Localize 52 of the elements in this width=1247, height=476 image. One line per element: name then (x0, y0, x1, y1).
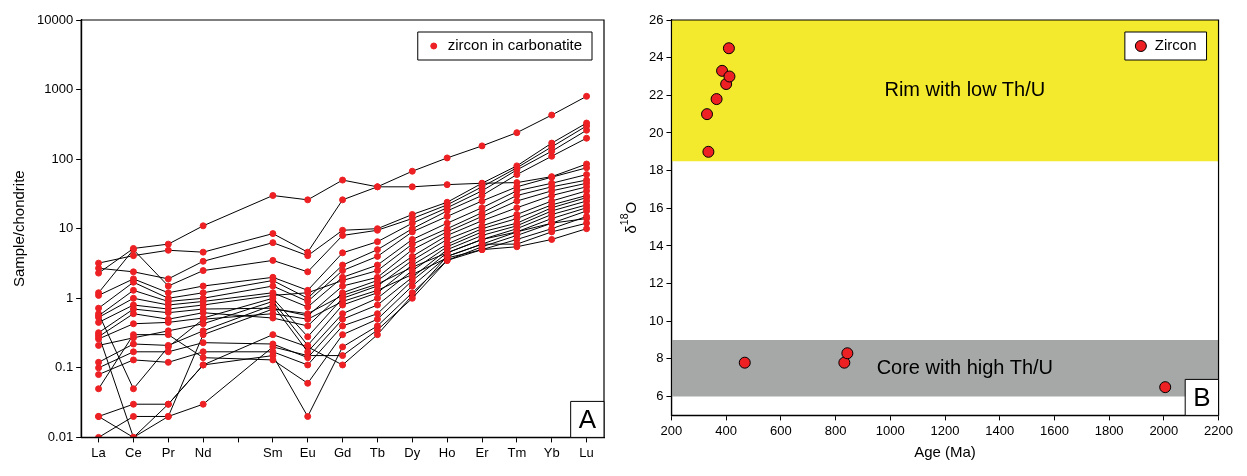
x-tick-label: 800 (824, 422, 847, 438)
x-tick-label: Tb (369, 444, 386, 460)
legend-label: zircon in carbonatite (447, 36, 583, 54)
y-tick-label: 0.1 (55, 359, 74, 375)
x-tick-label: 200 (660, 422, 683, 438)
x-tick-label: 1000 (875, 422, 905, 438)
x-tick-label: Pr (161, 444, 176, 460)
y-tick-label: 24 (648, 49, 664, 65)
x-tick-label: Ce (125, 444, 142, 460)
x-tick-label: Gd (333, 444, 352, 460)
legend-label: Zircon (1154, 36, 1197, 54)
x-tick-label: 400 (715, 422, 738, 438)
x-tick-label: La (91, 444, 107, 460)
y-axis-title: Sample/chondrite (10, 170, 28, 288)
y-tick-label: 10 (648, 312, 664, 328)
y-tick-label: 8 (656, 350, 664, 366)
y-tick-label: 12 (648, 275, 664, 291)
y-tick-label: 10 (58, 220, 74, 236)
x-tick-label: Ho (438, 444, 456, 460)
x-tick-label: Tm (507, 444, 527, 460)
band-label: Rim with low Th/U (884, 78, 1046, 101)
y-tick-label: 1000 (44, 81, 74, 97)
y-tick-label: 6 (656, 388, 664, 404)
x-tick-label: Yb (543, 444, 560, 460)
x-tick-label: Er (475, 444, 490, 460)
x-tick-label: 2000 (1149, 422, 1179, 438)
y-tick-label: 10000 (36, 11, 74, 27)
y-tick-label: 20 (648, 124, 664, 140)
x-tick-label: Lu (579, 444, 594, 460)
y-tick-label: 26 (648, 11, 664, 27)
x-tick-label: 1600 (1039, 422, 1069, 438)
x-tick-label: 600 (770, 422, 792, 438)
x-tick-label: Sm (263, 444, 283, 460)
y-tick-label: 0.01 (47, 428, 74, 444)
y-tick-label: 1 (65, 289, 74, 305)
y-tick-label: 22 (648, 86, 664, 102)
x-tick-label: 2200 (1204, 422, 1233, 438)
y-tick-label: 14 (648, 237, 664, 253)
y-tick-label: 100 (51, 150, 74, 166)
y-tick-label: 16 (648, 199, 664, 215)
annotation: A (578, 403, 597, 434)
x-tick-label: 1800 (1094, 422, 1124, 438)
x-tick-label: 1200 (930, 422, 960, 438)
y-tick-label: 18 (648, 162, 664, 178)
band-label: Core with high Th/U (876, 355, 1054, 378)
x-tick-label: 1400 (985, 422, 1015, 438)
x-axis-title: Age (Ma) (914, 443, 976, 461)
x-tick-label: Eu (299, 444, 316, 460)
annotation: B (1193, 381, 1211, 412)
x-tick-label: Nd (194, 444, 212, 460)
x-tick-label: Dy (404, 444, 421, 460)
y-axis-title: δ18O (618, 201, 640, 234)
